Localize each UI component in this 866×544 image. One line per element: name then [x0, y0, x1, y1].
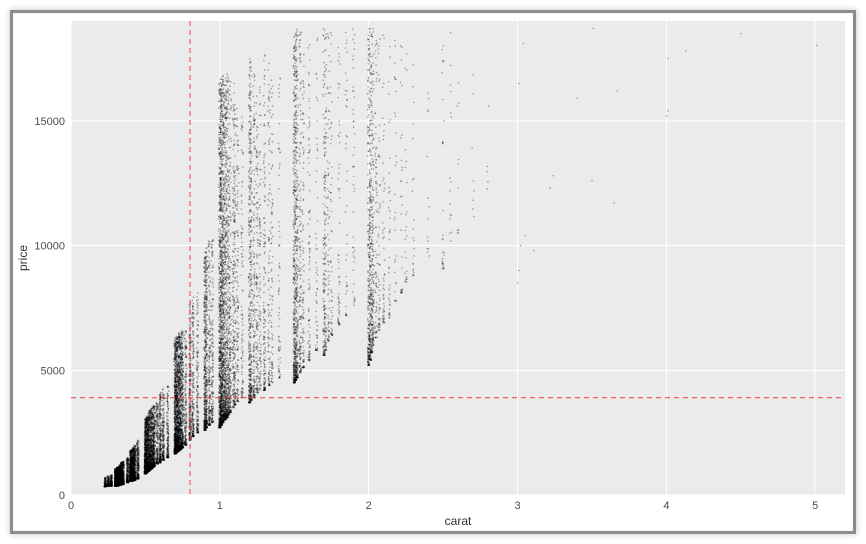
y-tick-label: 0	[59, 490, 65, 502]
x-tick-label: 3	[514, 500, 520, 512]
x-axis-title: carat	[445, 514, 472, 528]
x-tick-label: 1	[217, 500, 223, 512]
x-tick-label: 0	[68, 500, 74, 512]
y-tick-label: 10000	[34, 241, 65, 253]
y-axis-title: price	[16, 245, 30, 271]
x-tick-label: 2	[366, 500, 372, 512]
chart-frame: 0 1 2 3 4 5 0 5000 10000 15000 carat price	[0, 0, 866, 544]
plot-panel	[71, 21, 845, 495]
x-tick-label: 5	[812, 500, 818, 512]
scatter-chart: 0 1 2 3 4 5 0 5000 10000 15000 carat price	[13, 13, 853, 531]
x-tick-label: 4	[663, 500, 669, 512]
chart-card: 0 1 2 3 4 5 0 5000 10000 15000 carat price	[10, 10, 856, 534]
y-tick-label: 15000	[34, 116, 65, 128]
y-tick-label: 5000	[41, 365, 65, 377]
